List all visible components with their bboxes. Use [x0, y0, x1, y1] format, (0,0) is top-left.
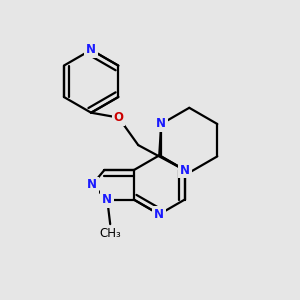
Text: O: O	[114, 111, 124, 124]
Text: N: N	[86, 44, 96, 56]
Text: N: N	[154, 208, 164, 221]
Text: N: N	[87, 178, 97, 191]
Text: N: N	[156, 118, 166, 130]
Text: CH₃: CH₃	[99, 227, 121, 240]
Text: N: N	[180, 164, 190, 177]
Text: N: N	[102, 193, 112, 206]
